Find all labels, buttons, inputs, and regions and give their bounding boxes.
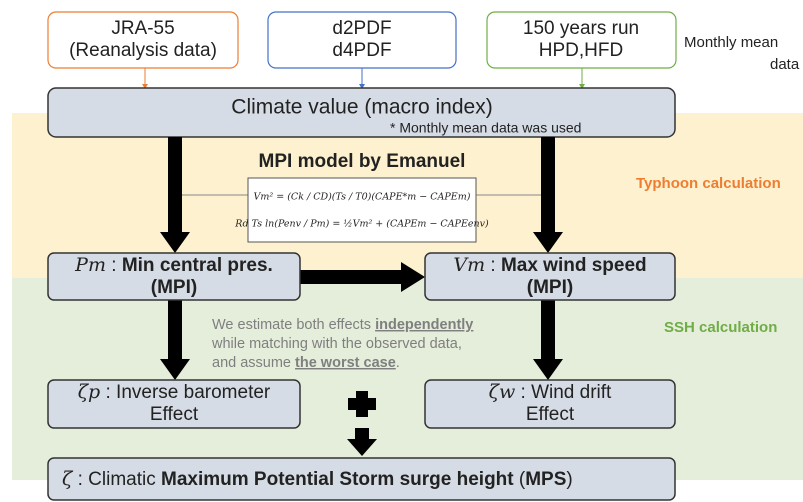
source-line: 150 years run: [523, 18, 639, 39]
source-box: [47, 11, 239, 69]
pm-line: Pm : Min central pres.: [74, 254, 273, 276]
climate-title: Climate value (macro index): [231, 96, 492, 119]
equation-box: [247, 177, 477, 243]
symbol: ζw: [489, 381, 516, 403]
zw-line: ζw : Wind drift: [489, 381, 612, 403]
text: MPS: [525, 469, 566, 490]
label: : Inverse barometer: [100, 382, 271, 403]
symbol: ζ: [62, 468, 74, 490]
estimate-note: We estimate both effects independently: [212, 317, 473, 333]
symbol: Vm: [453, 254, 485, 276]
zp-box: [47, 379, 301, 429]
text: : Climatic: [72, 469, 161, 490]
text: and assume: [212, 355, 295, 371]
separator: :: [485, 255, 501, 276]
climate-note: * Monthly mean data was used: [390, 120, 581, 136]
pm-box: [47, 252, 301, 301]
sources-note: data: [770, 56, 800, 73]
vm-line2: (MPI): [527, 277, 573, 298]
separator: :: [106, 255, 122, 276]
text: We estimate both effects: [212, 317, 375, 333]
zp-line2: Effect: [150, 404, 199, 425]
text: the worst case: [295, 355, 396, 371]
pm-line2: (MPI): [151, 277, 197, 298]
result-box: [47, 457, 676, 501]
climate-box: [47, 87, 676, 138]
label: Min central pres.: [122, 255, 273, 276]
zw-line2: Effect: [526, 404, 575, 425]
text: (: [514, 469, 526, 490]
section-label: Typhoon calculation: [636, 175, 781, 192]
section-label: SSH calculation: [664, 319, 777, 336]
vm-box: [424, 252, 676, 301]
text: ): [566, 469, 572, 490]
label: : Wind drift: [515, 382, 612, 403]
source-line: (Reanalysis data): [69, 40, 217, 61]
source-line: JRA-55: [111, 18, 174, 39]
text: .: [396, 355, 400, 371]
ssh-band: [12, 278, 803, 480]
small-arrows: [142, 68, 585, 89]
symbol: Pm: [74, 254, 106, 276]
sources-note: Monthly mean: [684, 34, 778, 51]
symbol: ζp: [78, 381, 100, 403]
text: Maximum Potential Storm surge height: [161, 469, 514, 490]
text: independently: [375, 317, 473, 333]
zp-line: ζp : Inverse barometer: [78, 381, 271, 403]
source-line: d2PDF: [332, 18, 391, 39]
model-title: MPI model by Emanuel: [259, 151, 466, 172]
estimate-note: while matching with the observed data,: [211, 336, 462, 352]
result-line: ζ : Climatic Maximum Potential Storm sur…: [62, 468, 573, 490]
thick-arrows: [160, 137, 563, 456]
equation: Rd Ts ln(Penv / Pm) = ½Vm² + (CAPEm − CA…: [234, 219, 489, 230]
estimate-note: and assume the worst case.: [212, 355, 400, 371]
source-line: d4PDF: [332, 40, 391, 61]
label: Max wind speed: [501, 255, 647, 276]
source-line: HPD,HFD: [539, 40, 623, 61]
vm-line: Vm : Max wind speed: [453, 254, 646, 276]
equation: Vm² = (Ck / CD)(Ts / T0)(CAPE*m − CAPEm): [254, 192, 471, 203]
zw-box: [424, 379, 676, 429]
